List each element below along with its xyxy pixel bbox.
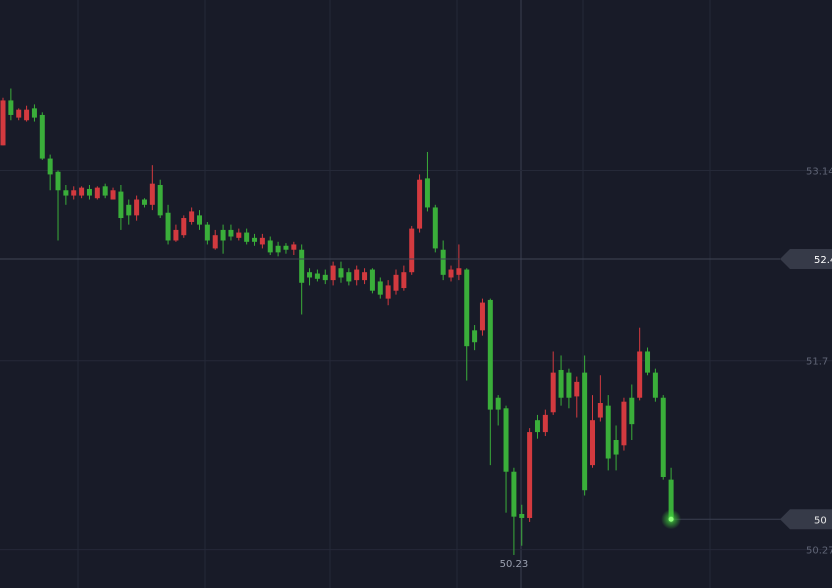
candle-body	[322, 274, 328, 281]
candle-body	[141, 199, 147, 205]
candle-body	[566, 372, 572, 398]
candle-body	[291, 244, 297, 250]
candle-body	[181, 218, 187, 236]
candle-body	[417, 179, 423, 229]
candle-body	[409, 228, 415, 273]
candle-body	[134, 199, 140, 216]
candle-body	[385, 285, 391, 299]
candle-body	[503, 408, 509, 472]
candle-body	[16, 109, 22, 118]
candle-body	[534, 420, 540, 433]
candle-body	[283, 245, 289, 250]
y-tick-label: 53.14	[806, 166, 832, 177]
candle-body	[542, 414, 548, 433]
candle-body	[47, 158, 53, 175]
candle-body	[86, 188, 92, 196]
candle-body	[165, 212, 171, 241]
candle-body	[212, 235, 218, 249]
candle-body	[24, 109, 30, 121]
y-tick-label: 50.27	[806, 546, 832, 557]
candle-body	[244, 232, 250, 242]
candle-body	[275, 245, 281, 253]
candle-body	[346, 272, 352, 282]
candle-body	[118, 191, 124, 219]
candle-body	[228, 229, 234, 237]
candle-body	[637, 351, 643, 398]
candle-body	[267, 240, 273, 253]
candle-body	[440, 249, 446, 275]
candle-body	[377, 281, 383, 295]
candle-body	[519, 514, 525, 518]
candle-body	[401, 272, 407, 289]
candle-body	[102, 186, 108, 196]
candle-body	[487, 299, 493, 410]
candle-body	[173, 229, 179, 241]
candle-body	[0, 100, 6, 146]
candle-body	[652, 372, 658, 398]
price-tag	[780, 509, 832, 530]
candle-body	[220, 229, 226, 241]
candle-body	[354, 269, 360, 281]
low-label: 50.23	[500, 559, 529, 570]
candle-body	[590, 420, 595, 466]
candle-body	[456, 268, 462, 275]
candle-body	[464, 269, 470, 347]
candle-body	[527, 432, 533, 518]
candle-body	[558, 369, 564, 398]
candle-body	[157, 184, 163, 216]
candle-body	[605, 405, 611, 459]
candle-body	[71, 190, 77, 196]
candle-body	[55, 171, 61, 191]
candle-body	[8, 100, 14, 115]
candle-body	[629, 397, 635, 425]
candle-body	[369, 269, 375, 291]
vertical-grid	[77, 0, 711, 588]
candle-body	[39, 114, 45, 159]
candle-body	[189, 211, 195, 222]
candle-body	[252, 237, 258, 242]
candle-body	[299, 249, 305, 283]
candle-body	[511, 471, 517, 517]
candle-body	[393, 274, 399, 291]
candle-body	[338, 268, 344, 278]
candle-body	[479, 302, 485, 331]
candle-body	[660, 397, 666, 478]
candle-body	[236, 232, 242, 238]
candle-body	[621, 401, 627, 446]
candle-body	[613, 440, 619, 455]
price-tag	[780, 248, 832, 269]
candle-body	[472, 330, 478, 343]
candle-body	[574, 381, 580, 397]
candle-body	[597, 403, 603, 418]
candle-body	[550, 372, 556, 413]
price-tag-label: 50	[814, 515, 827, 526]
candle-body	[204, 224, 210, 241]
y-tick-label: 51.7	[806, 357, 828, 368]
candle-body	[259, 237, 265, 245]
candle-body	[63, 190, 69, 196]
candle-body	[362, 272, 368, 281]
candle-body	[495, 397, 501, 410]
candle-body	[307, 272, 313, 278]
candle-body	[432, 207, 438, 249]
candle-body	[197, 215, 202, 225]
candle-body	[149, 183, 155, 205]
candle-body	[314, 273, 320, 279]
candle-body	[110, 190, 116, 200]
candle-body	[94, 187, 100, 199]
price-tag-label: 52.4	[814, 255, 832, 266]
candle-body	[424, 178, 430, 208]
candle-body	[330, 265, 336, 281]
candle-body	[79, 187, 85, 196]
candle-body	[645, 351, 651, 373]
candle-body	[448, 269, 454, 278]
candle-body	[582, 372, 588, 491]
last-price-dot	[668, 516, 674, 522]
candle-body	[126, 204, 132, 216]
candle-body	[31, 108, 37, 118]
candle-body	[668, 479, 674, 520]
